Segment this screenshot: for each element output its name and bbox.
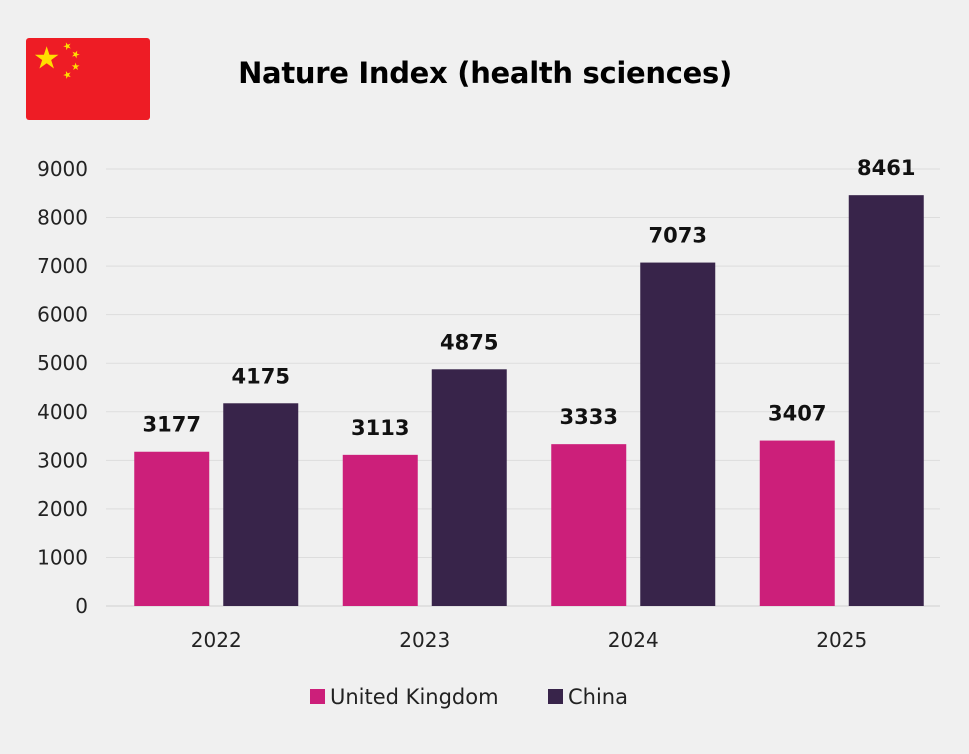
y-tick-label: 1000 (37, 545, 88, 569)
flag-small-star-icon (71, 62, 80, 71)
flag-small-star-icon (63, 42, 71, 51)
x-tick-label: 2024 (608, 628, 659, 652)
flag-small-star-icon (72, 50, 80, 59)
bar-uk-2025 (759, 440, 835, 606)
y-tick-label: 2000 (37, 497, 88, 521)
x-axis-ticks: 2022 2023 2024 2025 (191, 628, 867, 652)
data-label-uk-2023: 3113 (351, 416, 409, 440)
y-tick-label: 6000 (37, 303, 88, 327)
china-flag-icon (26, 38, 150, 120)
y-tick-label: 0 (75, 594, 88, 618)
legend: United Kingdom China (310, 685, 628, 709)
x-tick-label: 2022 (191, 628, 242, 652)
flag-large-star-icon (34, 46, 59, 69)
legend-swatch-china (548, 689, 563, 704)
x-tick-label: 2025 (816, 628, 867, 652)
y-tick-label: 7000 (37, 254, 88, 278)
y-tick-label: 9000 (37, 157, 88, 181)
data-label-china-2023: 4875 (440, 330, 498, 354)
bar-uk-2023 (342, 454, 418, 606)
data-label-china-2024: 7073 (649, 224, 707, 248)
y-tick-label: 8000 (37, 206, 88, 230)
bar-uk-2024 (551, 444, 627, 606)
y-tick-label: 3000 (37, 448, 88, 472)
data-label-uk-2024: 3333 (560, 405, 618, 429)
data-label-uk-2022: 3177 (143, 413, 201, 437)
data-label-china-2022: 4175 (232, 364, 290, 388)
bar-china-2022 (223, 403, 299, 606)
y-tick-label: 4000 (37, 400, 88, 424)
bar-china-2025 (848, 195, 924, 606)
data-label-china-2025: 8461 (857, 156, 915, 180)
data-labels: 3177 4175 3113 4875 3333 7073 3407 8461 (143, 156, 916, 440)
x-tick-label: 2023 (399, 628, 450, 652)
legend-swatch-uk (310, 689, 325, 704)
bars (134, 195, 924, 606)
y-tick-label: 5000 (37, 351, 88, 375)
y-axis-ticks: 0 1000 2000 3000 4000 5000 6000 7000 8000 9000 (37, 157, 88, 618)
bar-china-2024 (640, 262, 716, 606)
bar-uk-2022 (134, 451, 210, 606)
legend-label-uk: United Kingdom (330, 685, 499, 709)
flag-small-star-icon (63, 71, 71, 79)
legend-label-china: China (568, 685, 628, 709)
data-label-uk-2025: 3407 (768, 402, 826, 426)
bar-china-2023 (431, 369, 507, 606)
chart-title: Nature Index (health sciences) (238, 56, 732, 90)
